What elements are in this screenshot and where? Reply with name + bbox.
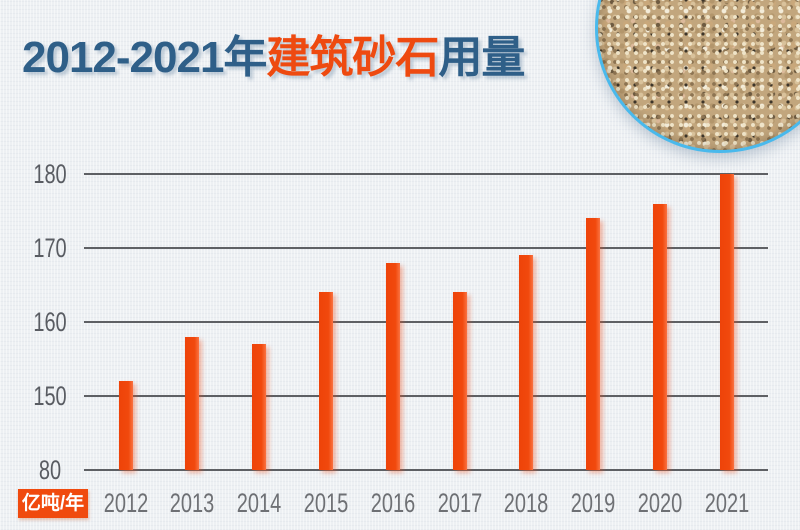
gridline-80	[84, 469, 768, 471]
x-tick-2018: 2018	[504, 488, 549, 518]
y-axis-unit-badge: 亿吨/年	[18, 489, 88, 518]
gridline-170	[84, 247, 768, 249]
title-usage-segment: 用量	[438, 33, 525, 82]
bar-2017	[452, 292, 467, 470]
gridline-160	[84, 321, 768, 323]
bar-2019	[586, 218, 601, 470]
y-tick-80: 80	[38, 455, 62, 485]
gridline-180	[84, 173, 768, 175]
x-tick-2016: 2016	[370, 488, 416, 518]
x-tick-2013: 2013	[170, 488, 215, 518]
bar-2016	[385, 262, 400, 470]
x-tick-2020: 2020	[637, 488, 683, 518]
bar-2015	[318, 292, 333, 470]
y-tick-150: 150	[33, 381, 67, 411]
x-tick-2017: 2017	[437, 488, 482, 518]
page-title: 2012-2021年建筑砂石用量	[22, 30, 525, 86]
sand-gravel-photo	[595, 0, 800, 153]
x-tick-2015: 2015	[303, 488, 349, 518]
x-tick-2014: 2014	[236, 488, 282, 518]
title-subject-segment: 建筑砂石	[266, 33, 439, 82]
bar-2012	[118, 381, 133, 470]
y-tick-180: 180	[33, 159, 67, 189]
bar-2020	[653, 203, 668, 470]
y-tick-160: 160	[33, 307, 67, 337]
bar-2013	[185, 336, 200, 470]
y-tick-170: 170	[33, 233, 67, 263]
bar-2014	[252, 344, 267, 470]
x-tick-2021: 2021	[704, 488, 750, 518]
bar-2018	[519, 255, 534, 470]
x-tick-2012: 2012	[103, 488, 148, 518]
bar-2021	[719, 174, 734, 470]
gridline-150	[84, 395, 768, 397]
x-tick-2019: 2019	[571, 488, 616, 518]
bar-chart-plot	[84, 173, 768, 471]
title-years-segment: 2012-2021年	[22, 33, 267, 82]
